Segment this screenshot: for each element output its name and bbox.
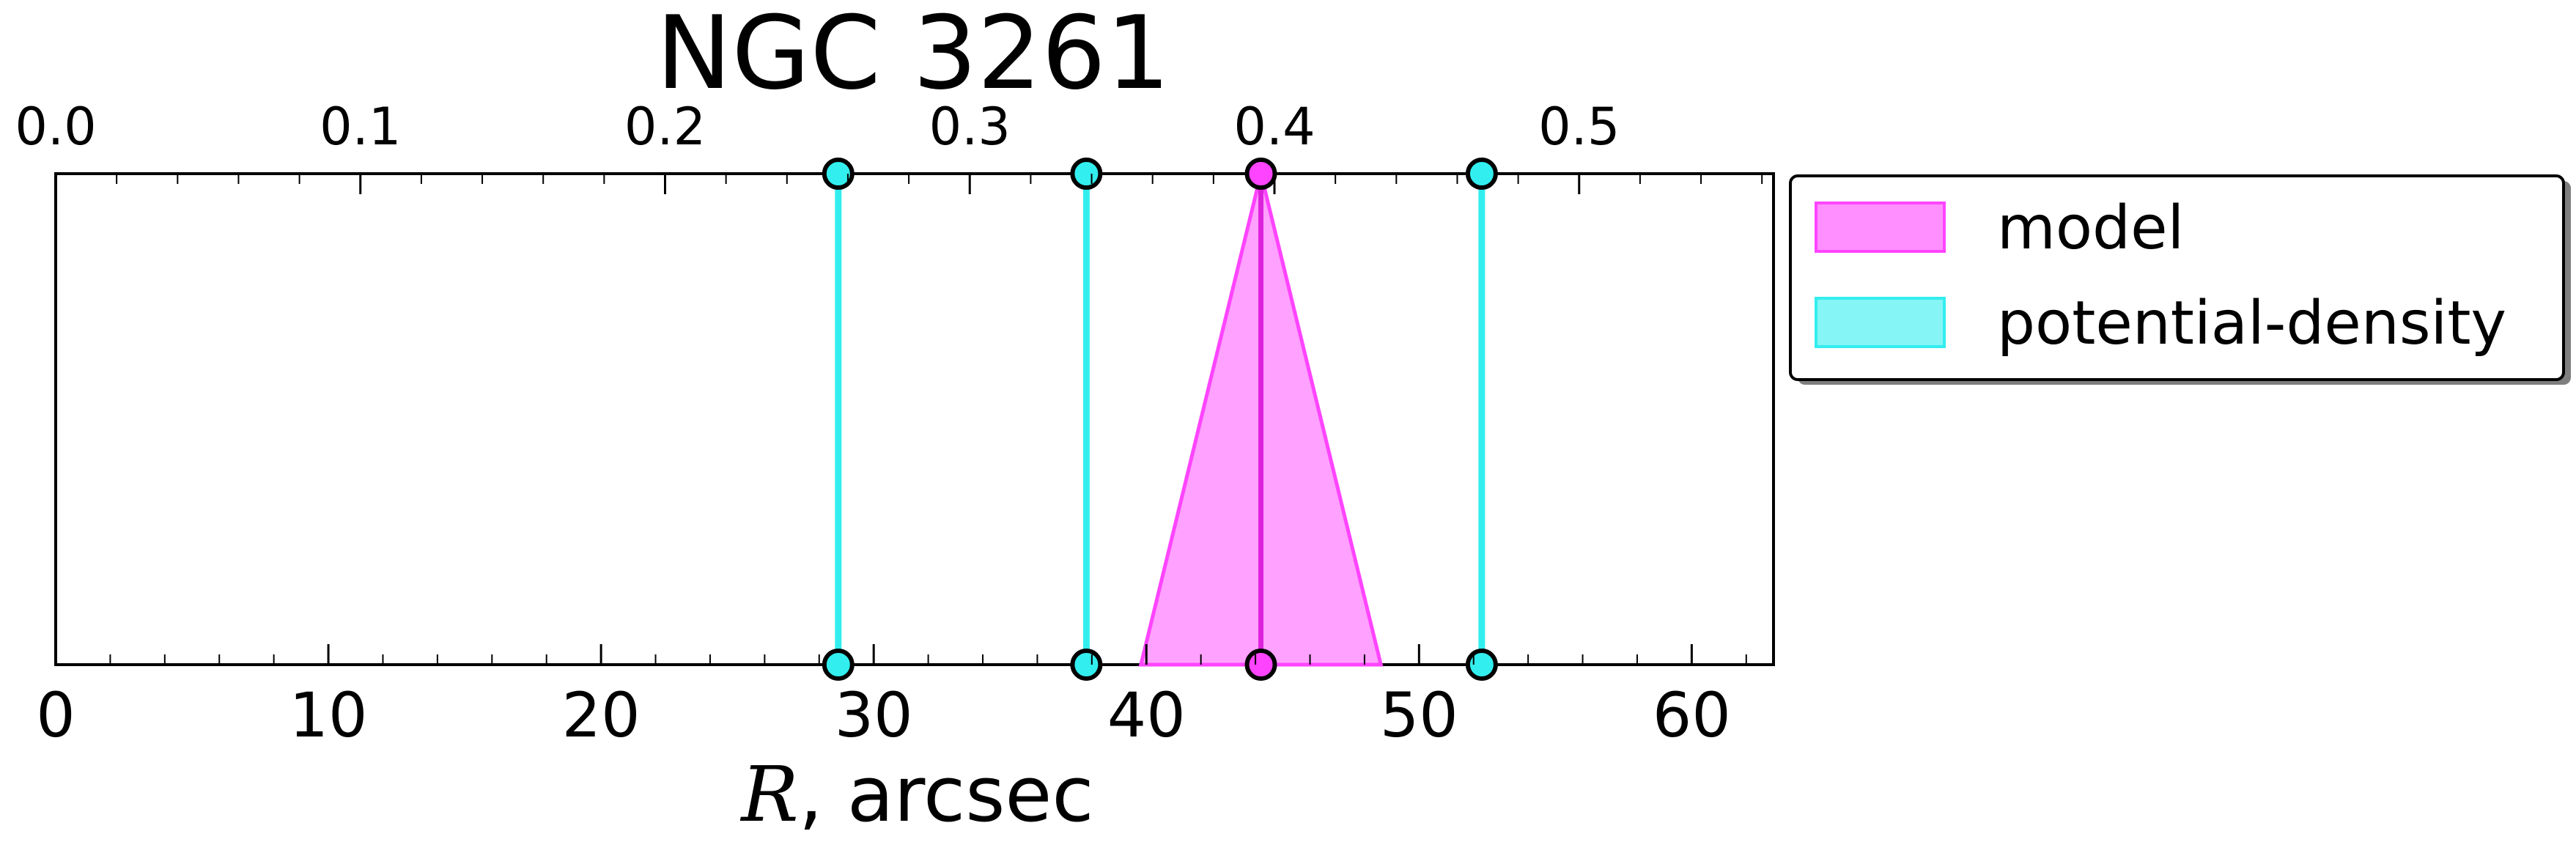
bottom-axis-tick-labels: 0 10 20 30 40 50 60	[36, 679, 1731, 751]
x-axis-label-symbol: R	[739, 750, 798, 839]
legend-box	[1789, 174, 2565, 381]
top-axis-ticks	[54, 174, 1763, 194]
plot-marks	[822, 158, 1498, 681]
top-tick-label: 0.5	[1538, 97, 1620, 157]
plot-area	[54, 172, 1775, 666]
bottom-tick-label: 30	[835, 679, 913, 751]
legend-label-model: model	[1997, 193, 2184, 263]
legend-label-potential-density: potential-density	[1997, 289, 2506, 358]
top-tick-label: 0.3	[929, 97, 1011, 157]
top-axis-tick-labels: 0.0 0.1 0.2 0.3 0.4 0.5	[15, 97, 1620, 157]
bottom-axis-ticks	[54, 644, 1747, 665]
bottom-tick-label: 20	[562, 679, 641, 751]
bottom-tick-label: 10	[289, 679, 368, 751]
top-tick-label: 0.1	[320, 97, 401, 157]
legend-swatch-potential-density	[1815, 297, 1946, 348]
top-tick-label: 0.4	[1233, 97, 1315, 157]
model-marker-top	[1244, 158, 1277, 190]
bottom-tick-label: 40	[1107, 679, 1186, 751]
bottom-tick-label: 0	[36, 679, 75, 751]
potential-density-marker-bottom-3	[1465, 649, 1498, 681]
potential-density-marker-top-2	[1070, 158, 1103, 190]
potential-density-marker-bottom-2	[1070, 649, 1103, 681]
top-tick-label: 0.0	[15, 97, 96, 157]
bottom-tick-label: 50	[1380, 679, 1458, 751]
potential-density-marker-top-1	[822, 158, 855, 190]
x-axis-label: R, arcsec	[739, 750, 1093, 839]
potential-density-marker-top-3	[1465, 158, 1498, 190]
legend: model potential-density	[1789, 174, 2571, 385]
potential-density-marker-bottom-1	[822, 649, 855, 681]
x-axis-label-text: , arcsec	[799, 750, 1094, 839]
top-tick-label: 0.2	[624, 97, 706, 157]
model-marker-bottom	[1244, 649, 1277, 681]
legend-swatch-model	[1815, 202, 1946, 253]
bottom-tick-label: 60	[1653, 679, 1731, 751]
chart-title: NGC 3261	[656, 0, 1170, 112]
